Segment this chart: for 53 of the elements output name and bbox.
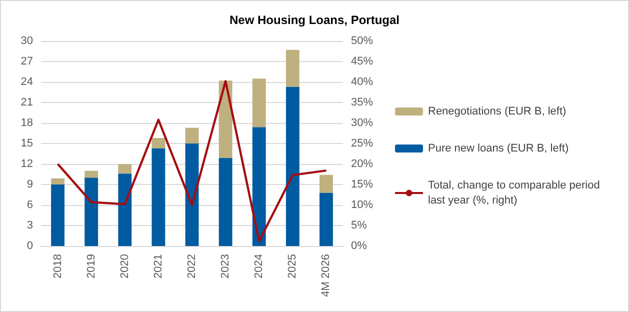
x-tick-label: 2023 <box>220 254 232 278</box>
y-tick-label: 24 <box>20 76 33 88</box>
y2-tick-label: 25% <box>351 138 374 150</box>
bar <box>185 144 199 246</box>
bar <box>252 78 266 128</box>
legend-label: Total, change to comparable period last year (%, right) <box>428 180 603 206</box>
bar <box>218 158 232 246</box>
legend-label: Pure new loans (EUR B, left) <box>428 142 569 154</box>
line-series <box>56 80 328 242</box>
y2-tick-label: 5% <box>351 220 368 232</box>
bar <box>320 174 333 193</box>
bar <box>152 138 166 148</box>
y-tick-label: 30 <box>20 35 33 47</box>
y2-tick-label: 50% <box>351 35 374 47</box>
y2-tick-label: 15% <box>351 178 374 190</box>
bar <box>286 50 300 87</box>
bar <box>185 128 199 144</box>
bar <box>320 192 333 246</box>
y2-tick-label: 45% <box>351 56 374 68</box>
y-tick-label: 21 <box>20 96 33 108</box>
x-tick-label: 2024 <box>253 254 266 278</box>
bar <box>252 127 266 246</box>
legend-label: Renegotiations (EUR B, left) <box>428 106 566 118</box>
x-tick-label: 2022 <box>186 254 198 278</box>
x-tick-label: 4M 2026 <box>320 254 332 297</box>
y-tick-label: 6 <box>26 199 33 211</box>
y2-tick-label: 10% <box>351 199 374 211</box>
y-tick-label: 18 <box>20 117 33 129</box>
y-tick-label: 15 <box>20 138 33 150</box>
y-tick-label: 9 <box>26 178 33 190</box>
y2-tick-label: 40% <box>351 76 374 88</box>
y2-tick-label: 30% <box>351 117 374 129</box>
x-tick-label: 2020 <box>118 254 131 278</box>
x-tick-label: 2021 <box>152 254 164 278</box>
y-tick-label: 0 <box>26 240 33 252</box>
x-tick-label: 2025 <box>286 254 299 278</box>
bar <box>286 86 300 246</box>
bar <box>152 148 166 246</box>
bar <box>84 170 98 178</box>
bar <box>84 178 98 246</box>
bar <box>51 184 64 246</box>
y2-tick-label: 35% <box>351 96 374 108</box>
chart-title: New Housing Loans, Portugal <box>229 13 400 27</box>
y2-tick-label: 20% <box>351 158 374 170</box>
x-tick-label: 2018 <box>52 254 64 278</box>
x-tick-label: 2019 <box>85 254 98 278</box>
bar <box>118 174 132 246</box>
y2-tick-label: 0% <box>351 240 368 252</box>
y-tick-label: 12 <box>20 158 33 170</box>
y-tick-label: 27 <box>20 56 33 68</box>
bar <box>51 178 64 184</box>
y-tick-label: 3 <box>26 220 33 232</box>
bar <box>118 164 132 174</box>
